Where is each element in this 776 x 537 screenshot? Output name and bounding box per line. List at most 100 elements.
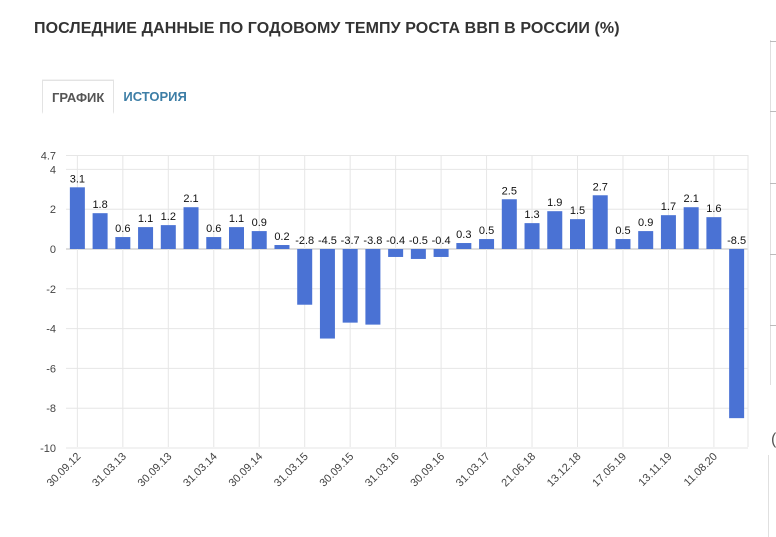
x-tick-label: 13.11.19: [636, 451, 674, 489]
x-tick-label: 31.03.17: [454, 451, 493, 490]
bar-value-label: 1.5: [570, 205, 585, 217]
bar: [138, 227, 154, 249]
bar-value-label: -3.7: [341, 235, 360, 247]
x-tick-label: 11.08.20: [682, 451, 720, 489]
bar-value-label: -3.8: [363, 235, 382, 247]
bar: [229, 227, 244, 249]
y-tick-label: -4: [46, 324, 56, 336]
bar: [592, 195, 608, 249]
bar-value-label: 1.2: [161, 211, 176, 223]
bar-value-label: -4.5: [318, 235, 337, 247]
bar-value-label: 0.5: [479, 225, 494, 237]
x-tick-label: 17.05.19: [590, 451, 629, 490]
bar: [319, 249, 335, 339]
bar-value-label: 2.5: [502, 185, 517, 197]
bar-value-label: -0.4: [432, 235, 451, 247]
bar-value-label: 1.3: [524, 209, 539, 221]
bar-value-label: 0.9: [638, 217, 653, 229]
bar: [547, 211, 563, 249]
bar: [183, 207, 199, 249]
bar: [479, 239, 495, 249]
side-panel-edge: [768, 455, 776, 537]
tab-history[interactable]: ИСТОРИЯ: [123, 89, 187, 104]
bar: [69, 187, 85, 249]
y-tick-label: 0: [50, 244, 56, 256]
bar-value-label: 0.3: [456, 229, 471, 241]
bar-value-label: 1.8: [92, 199, 107, 211]
y-tick-label: -8: [46, 403, 56, 415]
bar-value-label: -0.5: [409, 235, 428, 247]
y-tick-label: 2: [50, 204, 56, 216]
bar: [683, 207, 699, 249]
y-tick-label: -10: [40, 443, 56, 455]
side-panel-tick: [770, 111, 776, 112]
x-axis: 30.09.12 31.03.13 30.09.13 31.03.14 30.09.14…: [45, 451, 720, 490]
bar: [274, 245, 290, 249]
bar: [433, 249, 449, 257]
bar: [729, 249, 745, 419]
bar: [342, 249, 358, 323]
side-panel-tick: [770, 183, 776, 184]
bar: [615, 239, 631, 249]
side-panel-tick: [770, 325, 776, 326]
x-tick-label: 21.06.18: [499, 451, 538, 490]
bar-value-label: 0.2: [274, 231, 289, 243]
bar: [206, 237, 222, 249]
bar: [410, 249, 426, 259]
y-axis: 4.7 4 2 0 -2 -4 -6 -8 -10: [40, 150, 56, 455]
x-tick-label: 30.09.14: [227, 451, 266, 490]
x-tick-label: 31.03.16: [363, 451, 402, 490]
chart-tabs: ГРАФИК ИСТОРИЯ: [42, 80, 196, 114]
bar: [160, 225, 176, 249]
chart-grid: [66, 154, 749, 449]
bar-value-label: 0.5: [615, 225, 630, 237]
bar: [456, 243, 472, 249]
x-tick-label: 13.12.18: [545, 451, 584, 490]
bar: [388, 249, 404, 257]
bar-value-label: 1.7: [661, 201, 676, 213]
bar-value-labels: 3.1 1.8 0.6 1.1 1.2 2.1 0.6 1.1 0.9 0.2 -2.8 -4.5 -3…: [70, 173, 746, 247]
bar: [92, 213, 108, 249]
gdp-growth-bar-chart: 4.7 4 2 0 -2 -4 -6 -8 -10 3.1 1.8 0.6 1.1 1.2 2.1 0.6 1…: [40, 150, 749, 490]
bar: [524, 223, 540, 249]
side-panel-border: [770, 40, 771, 385]
bar-value-label: 2.1: [684, 193, 699, 205]
x-tick-label: 30.09.15: [318, 451, 357, 490]
x-tick-label: 31.03.15: [272, 451, 311, 490]
x-tick-label: 30.09.13: [136, 451, 175, 490]
bar-value-label: -0.4: [386, 235, 405, 247]
x-tick-label: 31.03.14: [181, 451, 220, 490]
x-tick-label: 31.03.13: [90, 451, 129, 490]
bar: [115, 237, 131, 249]
bar: [660, 215, 676, 249]
bar-value-label: 1.6: [706, 203, 721, 215]
x-tick-label: 30.09.12: [45, 451, 84, 490]
bar: [706, 217, 722, 249]
bar-value-label: 1.9: [547, 197, 562, 209]
bar: [570, 219, 585, 249]
y-tick-label: 4.7: [41, 150, 56, 162]
bar-value-label: -8.5: [727, 235, 746, 247]
bar: [501, 199, 517, 249]
side-panel-tick: [770, 254, 776, 255]
bar-value-label: 0.9: [252, 217, 267, 229]
bar-value-label: 3.1: [70, 173, 85, 185]
side-panel-tick: [770, 41, 776, 42]
bar-value-label: -2.8: [295, 235, 314, 247]
page-title: ПОСЛЕДНИЕ ДАННЫЕ ПО ГОДОВОМУ ТЕМПУ РОСТА…: [34, 20, 620, 37]
bar: [297, 249, 313, 305]
x-tick-label: 30.09.16: [408, 451, 447, 490]
y-tick-label: -2: [46, 284, 56, 296]
bar-value-label: 0.6: [206, 223, 221, 235]
bar-value-label: 2.7: [593, 181, 608, 193]
bar: [638, 231, 654, 249]
side-panel-cut-glyph: (: [771, 431, 776, 448]
y-tick-label: 4: [50, 164, 56, 176]
tab-chart[interactable]: ГРАФИК: [42, 80, 115, 114]
bar-value-label: 0.6: [115, 223, 130, 235]
chart-bars: [69, 187, 745, 419]
bar-value-label: 1.1: [138, 213, 153, 225]
bar-value-label: 2.1: [183, 193, 198, 205]
y-tick-label: -6: [46, 363, 56, 375]
bar-value-label: 1.1: [229, 213, 244, 225]
